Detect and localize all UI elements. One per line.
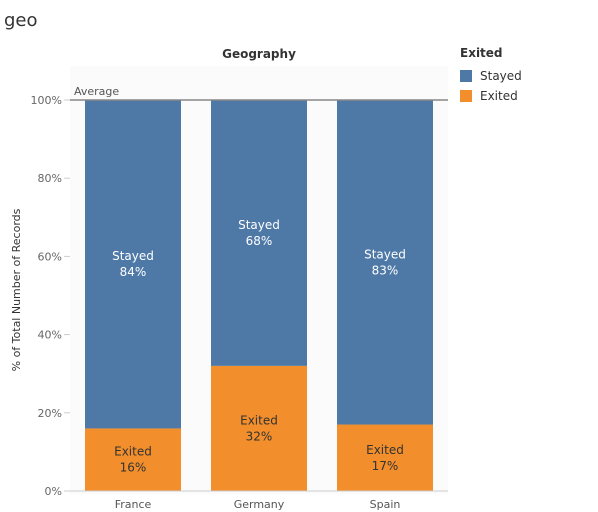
- x-tick-label: Spain: [370, 498, 401, 511]
- y-tick-label: 80%: [38, 172, 62, 185]
- bar-stayed-spain[interactable]: [337, 100, 433, 425]
- y-tick-label: 60%: [38, 250, 62, 263]
- bar-label-value: 16%: [120, 461, 147, 475]
- column-header: Geography: [222, 47, 296, 61]
- bar-label-value: 17%: [372, 459, 399, 473]
- bar-label-series: Exited: [366, 443, 404, 457]
- y-tick-label: 100%: [31, 94, 62, 107]
- bar-label-value: 84%: [120, 265, 147, 279]
- average-label: Average: [74, 85, 119, 98]
- bar-stayed-france[interactable]: [85, 100, 181, 428]
- bar-label-value: 32%: [246, 429, 273, 443]
- y-axis-ticks: 0% 20% 40% 60% 80% 100%: [31, 94, 70, 498]
- bar-exited-germany[interactable]: [211, 366, 307, 491]
- bar-label-value: 68%: [246, 234, 273, 248]
- x-tick-label: France: [115, 498, 152, 511]
- y-tick-label: 0%: [45, 485, 62, 498]
- bar-label-series: Exited: [240, 413, 278, 427]
- x-tick-label: Germany: [234, 498, 285, 511]
- y-tick-label: 40%: [38, 329, 62, 342]
- x-axis-labels: France Germany Spain: [115, 498, 401, 511]
- bar-label-series: Stayed: [364, 247, 406, 261]
- bars: Exited 16% Stayed 84% Exited 32% Stayed 68% Exit…: [85, 100, 433, 491]
- bar-label-series: Stayed: [112, 249, 154, 263]
- bar-label-series: Stayed: [238, 218, 280, 232]
- bar-exited-france[interactable]: [85, 428, 181, 491]
- bar-label-value: 83%: [372, 263, 399, 277]
- bar-label-series: Exited: [114, 445, 152, 459]
- bar-exited-spain[interactable]: [337, 425, 433, 491]
- bar-stayed-germany[interactable]: [211, 100, 307, 366]
- y-tick-label: 20%: [38, 407, 62, 420]
- y-axis-title: % of Total Number of Records: [10, 208, 23, 371]
